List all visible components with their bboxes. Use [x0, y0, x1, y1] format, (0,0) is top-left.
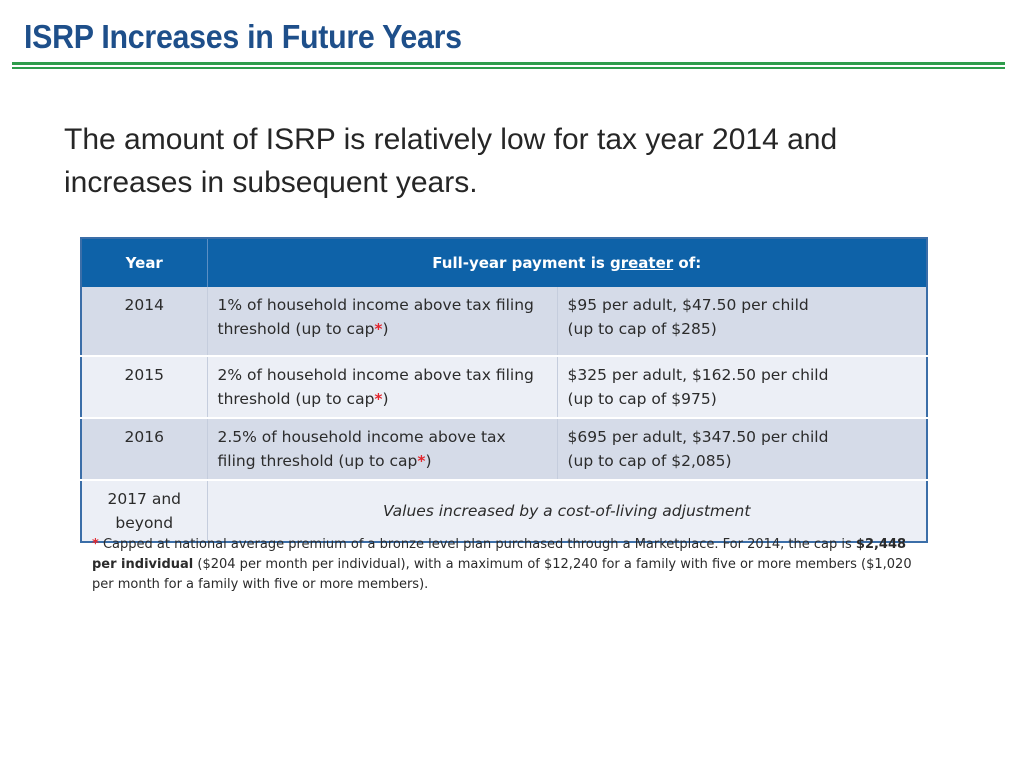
footnote: * Capped at national average premium of … [92, 535, 912, 595]
row-percent-cell: 2.5% of household income above tax filin… [207, 418, 558, 481]
row-flat-cell: $695 per adult, $347.50 per child (up to … [557, 418, 927, 481]
isrp-table: Year Full-year payment is greater of: 20… [80, 237, 928, 543]
row-flat-line2: (up to cap of $285) [567, 320, 717, 338]
row-flat-line1: $695 per adult, $347.50 per child [567, 428, 829, 446]
slide-title: ISRP Increases in Future Years [24, 18, 462, 55]
table-row: 2016 2.5% of household income above tax … [81, 418, 927, 481]
row-percent-tail: ) [382, 320, 389, 338]
cap-asterisk: * [417, 452, 426, 470]
title-divider-top [12, 62, 1005, 65]
header-year: Year [81, 238, 208, 287]
row-percent-text: 1% of household income above tax filing … [217, 296, 534, 338]
row-year: 2014 [81, 287, 208, 357]
row-year: 2017 and beyond [81, 480, 208, 542]
footnote-text-1: Capped at national average premium of a … [98, 537, 856, 552]
row-flat-line2: (up to cap of $975) [567, 390, 717, 408]
cap-asterisk: * [374, 390, 383, 408]
footnote-text-2: ($204 per month per individual), with a … [92, 557, 912, 592]
lead-paragraph: The amount of ISRP is relatively low for… [64, 123, 838, 199]
table-header-row: Year Full-year payment is greater of: [81, 238, 927, 287]
row-year: 2016 [81, 418, 208, 481]
cola-note: Values increased by a cost-of-living adj… [207, 480, 927, 542]
table-row: 2015 2% of household income above tax fi… [81, 356, 927, 419]
row-flat-line2: (up to cap of $2,085) [567, 452, 732, 470]
footnote-marker: * [92, 537, 99, 552]
header-payment-suffix: of: [673, 254, 702, 272]
row-percent-tail: ) [425, 452, 432, 470]
header-payment: Full-year payment is greater of: [207, 238, 927, 287]
footnote-bold: $2,448 per individual [92, 537, 907, 572]
row-flat-line1: $325 per adult, $162.50 per child [567, 366, 829, 384]
row-flat-cell: $325 per adult, $162.50 per child (up to … [557, 356, 927, 419]
row-flat-line1: $95 per adult, $47.50 per child [567, 296, 809, 314]
row-percent-cell: 1% of household income above tax filing … [207, 287, 558, 357]
row-percent-text: 2.5% of household income above tax filin… [217, 428, 506, 470]
row-flat-cell: $95 per adult, $47.50 per child (up to ca… [557, 287, 927, 357]
row-year: 2015 [81, 356, 208, 419]
table-row: 2017 and beyond Values increased by a co… [81, 480, 927, 542]
cap-asterisk: * [374, 320, 383, 338]
header-payment-prefix: Full-year payment is [432, 254, 610, 272]
header-payment-emphasis: greater [610, 254, 674, 272]
title-divider-bottom [12, 67, 1005, 69]
row-percent-cell: 2% of household income above tax filing … [207, 356, 558, 419]
row-percent-text: 2% of household income above tax filing … [217, 366, 534, 408]
row-percent-tail: ) [382, 390, 389, 408]
table-row: 2014 1% of household income above tax fi… [81, 287, 927, 357]
